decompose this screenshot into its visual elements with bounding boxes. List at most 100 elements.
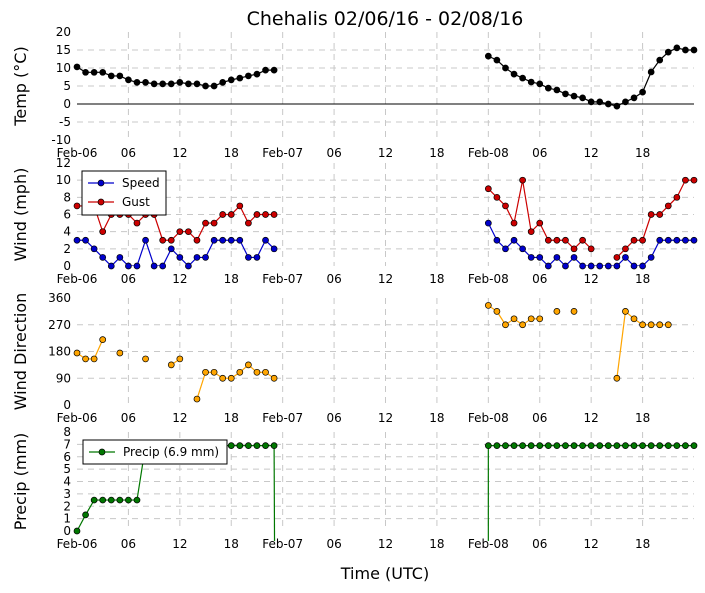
data-point <box>107 262 115 270</box>
x-tick-label: Feb-08 <box>468 272 509 286</box>
data-point <box>90 245 98 253</box>
y-tick-label: -5 <box>59 115 71 129</box>
data-point <box>562 262 569 270</box>
data-point <box>99 228 107 236</box>
y-tick-label: 5 <box>63 79 71 93</box>
data-point <box>519 442 526 449</box>
data-point <box>673 44 681 52</box>
data-point <box>604 442 612 449</box>
data-point <box>82 355 89 363</box>
data-point <box>604 100 612 108</box>
x-tick-label: 12 <box>172 272 187 286</box>
data-point <box>159 80 167 88</box>
x-tick-label: Feb-08 <box>468 411 509 425</box>
data-point <box>210 82 218 90</box>
x-tick-label: 06 <box>121 411 136 425</box>
y-tick-label: 7 <box>63 437 71 451</box>
x-tick-label: 12 <box>378 272 393 286</box>
y-tick-label: -10 <box>51 133 71 147</box>
data-point <box>656 321 664 329</box>
y-tick-label: 0 <box>63 524 71 538</box>
data-point <box>116 496 124 504</box>
y-tick-label: 0 <box>63 398 71 412</box>
data-point <box>176 79 184 86</box>
y-tick-label: 10 <box>56 61 71 75</box>
y-tick-label: 15 <box>56 43 71 57</box>
data-point <box>639 442 646 449</box>
data-point <box>493 308 501 315</box>
data-point <box>519 176 526 184</box>
data-point <box>579 236 586 244</box>
data-point <box>613 254 621 261</box>
data-point <box>253 368 261 376</box>
data-point <box>125 76 132 84</box>
series-line <box>616 311 627 379</box>
x-tick-label: 18 <box>224 146 239 160</box>
data-point <box>150 262 158 270</box>
data-point <box>270 245 278 253</box>
data-point <box>544 84 552 92</box>
data-point <box>664 48 672 56</box>
data-point <box>185 228 192 236</box>
x-tick-label: 18 <box>635 537 650 551</box>
y-tick-label: 6 <box>63 208 71 222</box>
data-point <box>253 70 261 78</box>
data-point <box>484 52 492 60</box>
data-point <box>570 442 578 449</box>
data-point <box>227 236 235 244</box>
data-point <box>167 245 175 253</box>
data-point <box>219 211 227 218</box>
data-point <box>502 64 509 72</box>
data-point <box>73 202 81 210</box>
data-point <box>253 254 261 261</box>
series-line <box>616 179 694 258</box>
data-point <box>262 211 269 218</box>
legend: Precip (6.9 mm) <box>82 439 228 465</box>
series-line <box>196 372 207 400</box>
data-point <box>227 374 235 382</box>
data-point <box>493 56 501 64</box>
data-point <box>673 193 681 201</box>
legend-box <box>81 170 167 216</box>
data-point <box>536 219 544 227</box>
data-point <box>99 336 107 343</box>
data-point <box>579 94 586 102</box>
data-point <box>270 442 278 449</box>
y-axis-label: Wind Direction <box>11 293 30 411</box>
legend-label: Gust <box>122 195 150 209</box>
data-point <box>656 56 664 64</box>
data-point <box>519 74 526 82</box>
data-point <box>82 68 89 76</box>
y-tick-label: 0 <box>63 97 71 111</box>
data-point <box>682 46 689 54</box>
data-point <box>133 496 141 504</box>
x-tick-label: 12 <box>584 272 599 286</box>
x-tick-label: 06 <box>121 272 136 286</box>
data-point <box>99 254 107 261</box>
data-point <box>664 236 672 244</box>
data-point <box>262 442 269 449</box>
panel-temp: -10 -5 0 5 10 15 20 Feb-06 06 12 18 Feb-07 06 12 18 Feb… <box>11 25 698 160</box>
data-point <box>73 236 81 244</box>
x-tick-label: Feb-06 <box>57 272 98 286</box>
x-tick-label: 12 <box>584 146 599 160</box>
data-point <box>210 219 218 227</box>
data-point <box>99 496 107 504</box>
data-point <box>502 202 509 210</box>
panel-dir: 0 90 180 270 360 Feb-06 06 12 18 Feb-07 06 12 18 Feb-… <box>11 291 694 425</box>
data-point <box>270 66 278 74</box>
legend-label: Precip (6.9 mm) <box>123 445 219 459</box>
data-point <box>270 374 278 382</box>
data-point <box>176 355 184 363</box>
x-tick-label: 18 <box>429 411 444 425</box>
data-point <box>133 262 141 270</box>
data-point <box>73 63 81 71</box>
data-point <box>527 78 535 86</box>
data-point <box>493 236 501 244</box>
data-point <box>193 254 201 261</box>
y-tick-label: 2 <box>63 242 71 256</box>
x-tick-label: 18 <box>635 411 650 425</box>
data-point <box>553 236 561 244</box>
plot-area <box>77 304 669 400</box>
y-tick-label: 270 <box>48 318 71 332</box>
